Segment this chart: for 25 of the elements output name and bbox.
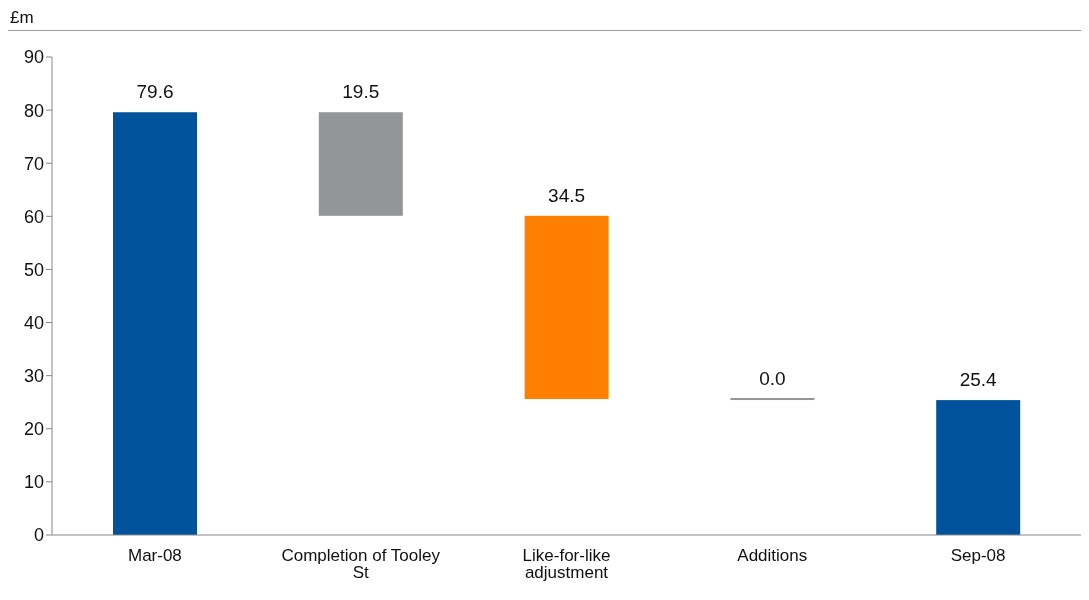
x-tick-label: Sep-08	[950, 546, 1006, 566]
y-tick-label: 40	[23, 312, 44, 333]
y-tick-label: 60	[23, 206, 44, 227]
y-tick-label: 70	[23, 153, 44, 174]
data-label: 34.5	[548, 184, 586, 206]
y-tick-label: 0	[33, 525, 44, 546]
bar	[113, 112, 197, 535]
x-tick-label: Mar-08	[127, 546, 182, 566]
bar	[524, 215, 609, 400]
data-label: 25.4	[959, 369, 998, 391]
y-tick-label: 20	[23, 419, 44, 440]
data-label: 0.0	[759, 368, 786, 390]
y-tick-label: 80	[23, 100, 44, 121]
y-tick-label: 50	[23, 259, 44, 280]
y-axis-title: £m	[8, 8, 1081, 31]
bar	[936, 400, 1021, 535]
y-tick-label: 10	[23, 472, 44, 493]
x-tick-label: Completion of Tooley St	[281, 546, 441, 583]
y-tick-label: 90	[23, 47, 44, 68]
x-tick-label: Like-for-like adjustment	[522, 546, 611, 583]
data-label: 19.5	[342, 81, 380, 103]
data-label: 79.6	[136, 81, 174, 103]
x-tick-label: Additions	[737, 546, 808, 566]
y-tick-label: 30	[23, 366, 44, 387]
bar	[318, 112, 403, 216]
